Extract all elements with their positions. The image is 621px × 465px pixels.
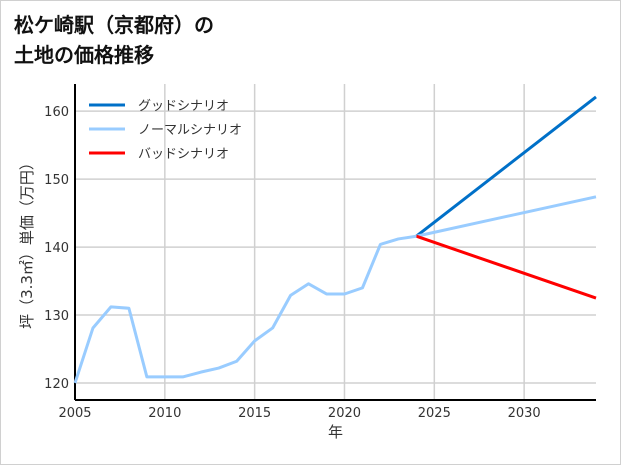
y-tick-label: 150 (44, 173, 69, 188)
series-line-1 (415, 95, 597, 238)
x-tick-label: 2010 (148, 406, 181, 421)
y-tick-label: 120 (44, 377, 69, 392)
y-tick-label: 140 (44, 241, 69, 256)
legend-label: ノーマルシナリオ (138, 123, 242, 138)
chart-title: 松ケ崎駅（京都府）の 土地の価格推移 (14, 13, 214, 67)
x-axis-label: 年 (328, 423, 343, 441)
x-tick-label: 2015 (238, 406, 271, 421)
x-tick-label: 2030 (508, 406, 541, 421)
y-axis-label: 坪（3.3㎡）単価（万円） (18, 155, 36, 329)
legend-label: バッドシナリオ (138, 147, 229, 162)
x-tick-label: 2025 (418, 406, 451, 421)
series-line-2 (416, 195, 597, 238)
y-tick-label: 160 (44, 105, 69, 120)
history-line (73, 234, 417, 384)
y-tick-label: 130 (44, 309, 69, 324)
x-tick-label: 2020 (328, 406, 361, 421)
legend-label: グッドシナリオ (138, 99, 229, 114)
series-line-3 (415, 234, 597, 300)
x-tick-label: 2005 (58, 406, 91, 421)
